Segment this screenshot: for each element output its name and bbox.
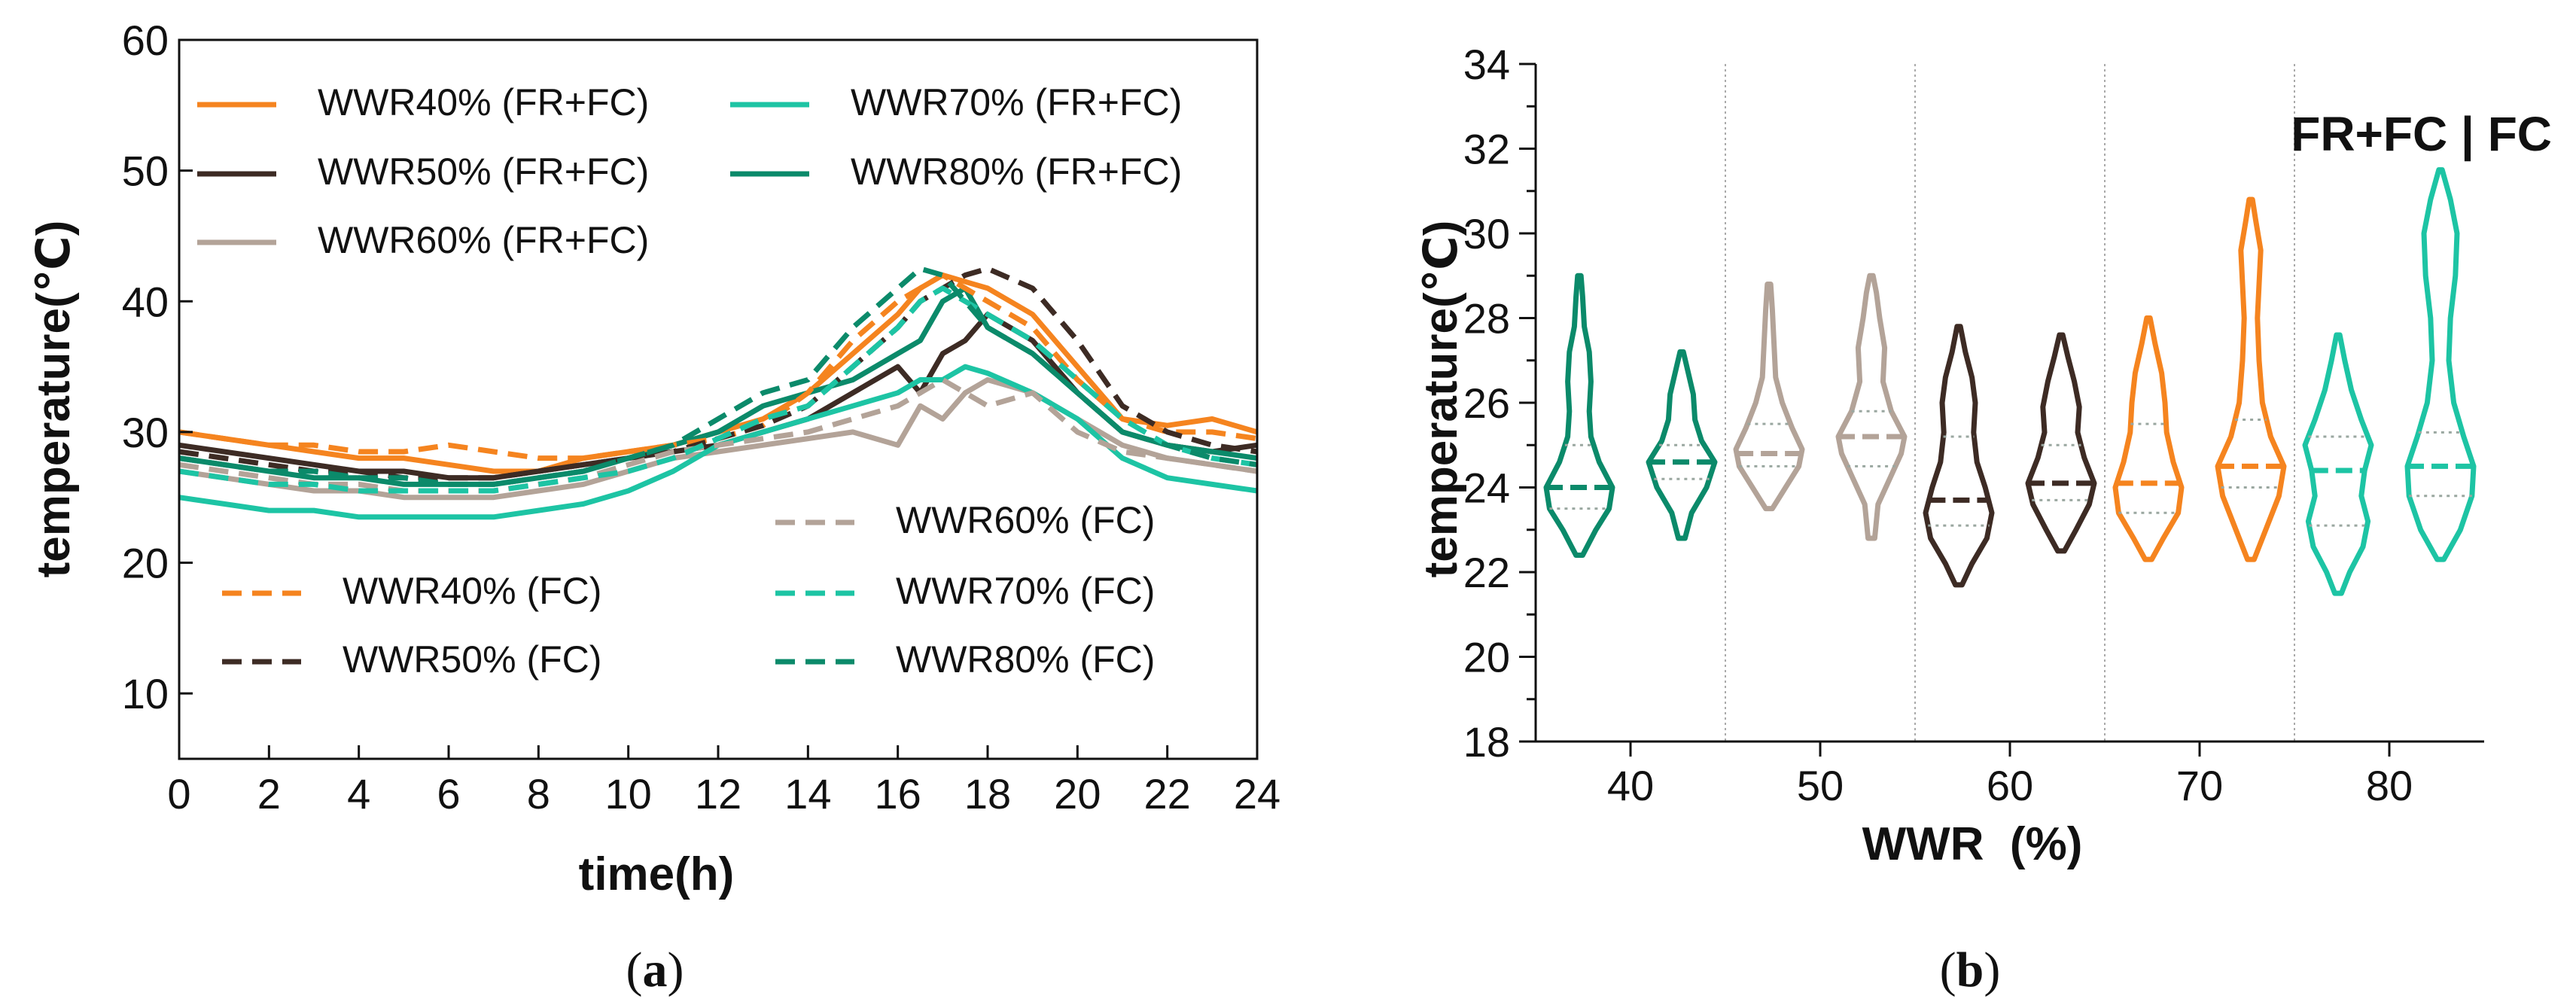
series-line-4 [178,364,1258,520]
panel-a-y-ticks: 10 20 30 40 50 60 [122,17,193,717]
x-tick-label: 10 [605,770,652,818]
y-tick-label: 30 [1463,210,1510,257]
panel-a-x-ticks: 0 2 4 6 8 10 12 14 16 18 20 22 24 [167,745,1280,818]
violin-40-fc [1646,349,1718,541]
panel-b-y-axis-title: temperature(℃) [1415,221,1467,578]
legend-label: WWR60% (FR+FC) [318,219,649,261]
y-tick-label: 20 [1463,634,1510,681]
x-tick-label: 0 [167,770,190,818]
y-tick-label: 28 [1463,295,1510,343]
legend-label: WWR50% (FR+FC) [318,151,649,193]
panel-b-group-separators [1725,64,2295,742]
legend-label: WWR70% (FC) [896,570,1155,612]
panel-b-y-ticks: 18 20 22 24 26 28 30 32 34 [1463,41,1536,766]
legend-label: WWR40% (FC) [343,570,601,612]
y-tick-label: 30 [122,409,169,456]
x-tick-label: 50 [1797,762,1844,809]
x-tick-label: 60 [1987,762,2033,809]
violin-60-fr-fc [1923,324,1995,588]
legend-entry-1: WWR40% (FR+FC) [197,81,649,123]
x-tick-label: 20 [1054,770,1101,818]
panel-b-violins [1543,167,2477,596]
panel-b-annotation: FR+FC | FC [2291,107,2552,162]
legend-entry-2: WWR50% (FR+FC) [197,151,649,193]
x-tick-label: 16 [875,770,921,818]
violin-60-fc [2025,332,2097,554]
legend-entry-6: WWR40% (FC) [222,570,601,612]
panel-a-x-axis-title: time(h) [579,848,735,900]
y-tick-label: 24 [1463,464,1510,512]
panel-b-x-ticks: 40 50 60 70 80 [1607,742,2413,809]
panel-a-y-axis-title: temperature(℃) [28,221,80,578]
legend-entry-7: WWR50% (FC) [222,638,601,681]
legend-label: WWR80% (FC) [896,638,1155,681]
x-tick-label: 14 [784,770,831,818]
legend-entry-8: WWR60% (FC) [775,499,1155,541]
y-tick-label: 20 [122,540,169,587]
x-tick-label: 6 [437,770,460,818]
y-tick-label: 60 [122,17,169,64]
violin-80-fc [2404,167,2477,562]
x-tick-label: 40 [1607,762,1654,809]
legend-entry-10: WWR80% (FC) [775,638,1155,681]
y-tick-label: 32 [1463,126,1510,173]
violin-50-fr-fc [1733,282,1805,512]
legend-label: WWR80% (FR+FC) [851,151,1182,193]
y-tick-label: 18 [1463,718,1510,766]
legend-label: WWR50% (FC) [343,638,601,681]
legend-entry-5: WWR80% (FR+FC) [730,151,1182,193]
series-line-1 [178,273,1258,474]
panel-b-label: (b) [1940,943,2001,997]
x-tick-label: 4 [347,770,370,818]
legend-label: WWR60% (FC) [896,499,1155,541]
series-line-7 [178,266,1258,481]
series-line-8 [178,377,1258,494]
violin-70-fc [2215,196,2287,562]
legend-entry-4: WWR70% (FR+FC) [730,81,1182,123]
panel-b-x-axis-title: WWR (%) [1862,818,2083,870]
x-tick-label: 80 [2366,762,2413,809]
y-tick-label: 10 [122,670,169,717]
panel-b-axes [1534,64,2484,743]
series-line-9 [178,285,1258,494]
y-tick-label: 34 [1463,41,1510,88]
y-tick-label: 50 [122,148,169,195]
x-tick-label: 70 [2176,762,2223,809]
x-tick-label: 22 [1144,770,1191,818]
panel-a-legend: WWR40% (FR+FC) WWR50% (FR+FC) WWR60% (FR+F… [197,81,1182,681]
violin-70-fr-fc [2112,315,2185,562]
y-tick-label: 22 [1463,549,1510,596]
x-tick-label: 18 [964,770,1011,818]
series-line-10 [178,266,1258,487]
panel-b: 18 20 22 24 26 28 30 32 34 40 50 60 70 80 FR+FC | FC… [1415,41,2552,997]
panel-a-label: (a) [626,943,684,997]
legend-label: WWR70% (FR+FC) [851,81,1182,123]
legend-label: WWR40% (FR+FC) [318,81,649,123]
violin-50-fc [1835,273,1908,541]
x-tick-label: 12 [695,770,741,818]
violin-80-fr-fc [2302,332,2374,596]
y-tick-label: 40 [122,278,169,325]
y-tick-label: 26 [1463,379,1510,427]
x-tick-label: 8 [527,770,550,818]
panel-a-plot-area [178,266,1258,520]
x-tick-label: 24 [1234,770,1280,818]
x-tick-label: 2 [257,770,281,818]
violin-40-fr-fc [1543,273,1615,558]
legend-entry-3: WWR60% (FR+FC) [197,219,649,261]
legend-entry-9: WWR70% (FC) [775,570,1155,612]
